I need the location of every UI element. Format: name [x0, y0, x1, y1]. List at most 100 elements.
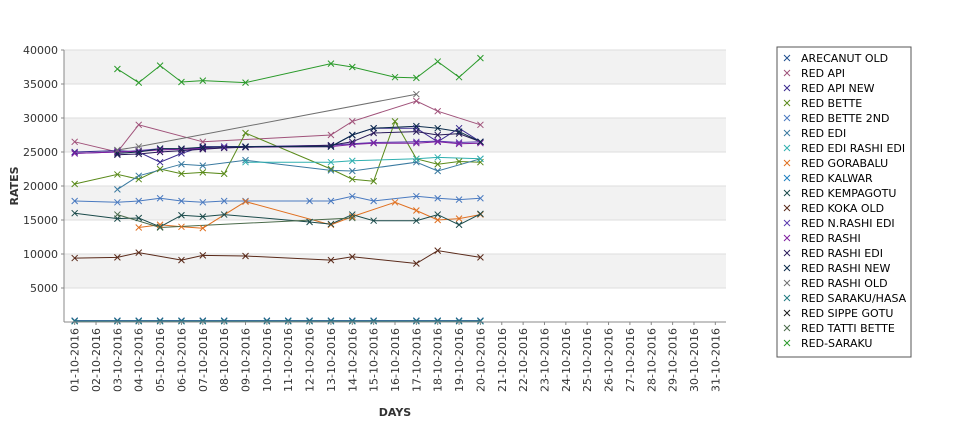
data-point	[327, 317, 335, 325]
data-point	[327, 165, 335, 173]
x-tick-label: 19-10-2016	[453, 328, 466, 392]
x-tick-label: 23-10-2016	[538, 328, 551, 392]
data-point	[306, 317, 313, 325]
data-point	[434, 211, 442, 218]
data-point	[199, 317, 207, 325]
x-tick-label: 24-10-2016	[560, 328, 573, 392]
x-tick-label: 08-10-2016	[218, 328, 231, 392]
legend-label: RED RASHI EDI	[801, 247, 883, 260]
data-point	[434, 138, 442, 146]
data-point	[455, 317, 463, 325]
legend-marker	[783, 279, 791, 287]
data-point	[477, 139, 484, 147]
legend-marker	[783, 219, 791, 227]
plot-band	[64, 118, 726, 152]
series-line	[74, 120, 481, 185]
data-point	[156, 158, 164, 166]
data-point	[156, 146, 164, 154]
data-point	[135, 79, 143, 86]
data-point	[71, 317, 79, 325]
data-point	[477, 194, 484, 202]
data-point	[348, 63, 356, 71]
data-point	[455, 215, 463, 222]
legend-marker	[783, 324, 791, 332]
x-tick-label: 09-10-2016	[240, 328, 253, 392]
legend-marker	[783, 84, 791, 92]
data-point	[434, 154, 442, 161]
legend-label: RED EDI RASHI EDI	[801, 142, 905, 155]
y-tick-label: 15000	[23, 214, 58, 227]
data-point	[413, 317, 420, 325]
x-tick-label: 22-10-2016	[517, 328, 530, 392]
data-point	[434, 131, 442, 139]
data-point	[199, 213, 207, 220]
x-tick-label: 14-10-2016	[346, 328, 359, 392]
legend: ARECANUT OLD RED API RED API NEW RED BETTE R…	[776, 46, 912, 358]
legend-marker	[783, 249, 791, 257]
data-point	[114, 254, 121, 261]
data-point	[391, 73, 399, 81]
data-point	[327, 197, 335, 205]
data-point	[306, 218, 313, 226]
legend-marker	[783, 189, 791, 197]
data-point	[434, 107, 442, 115]
data-point	[178, 223, 185, 231]
data-point	[455, 196, 463, 203]
data-point	[348, 213, 356, 220]
data-point	[71, 138, 79, 146]
data-point	[135, 317, 143, 325]
x-tick-label: 25-10-2016	[581, 328, 594, 392]
data-point	[71, 150, 79, 157]
data-point	[199, 169, 207, 176]
plot-band	[64, 50, 726, 84]
data-point	[434, 216, 442, 224]
data-point	[455, 139, 463, 146]
data-point	[135, 249, 143, 256]
legend-marker	[783, 234, 791, 242]
series-line	[74, 195, 481, 203]
legend-marker	[783, 204, 791, 212]
data-point	[114, 146, 121, 154]
data-point	[348, 167, 356, 175]
data-point	[348, 317, 356, 325]
data-point	[348, 138, 356, 146]
data-point	[135, 197, 143, 205]
x-tick-label: 28-10-2016	[645, 328, 658, 392]
legend-label: RED KOKA OLD	[801, 202, 884, 215]
data-point	[199, 224, 207, 232]
y-tick-label: 5000	[30, 282, 58, 295]
data-point	[71, 148, 79, 156]
data-point	[220, 144, 228, 152]
legend-label: RED API	[801, 67, 845, 80]
data-point	[434, 160, 442, 168]
data-point	[370, 197, 377, 205]
x-tick-labels: 01-10-2016 02-10-2016 03-10-2016 04-10-2016…	[69, 322, 722, 392]
x-tick-label: 01-10-2016	[69, 328, 82, 392]
data-point	[413, 90, 420, 98]
legend-label: RED RASHI	[801, 232, 861, 245]
legend-label: RED API NEW	[801, 82, 875, 95]
legend-marker	[783, 69, 791, 77]
data-point	[178, 145, 185, 152]
data-point	[413, 138, 420, 146]
series-line	[117, 158, 481, 190]
data-point	[327, 60, 335, 67]
legend-label: RED BETTE	[801, 97, 862, 110]
data-point	[370, 217, 377, 225]
data-point	[178, 147, 185, 154]
legend-label: RED GORABALU	[801, 157, 888, 170]
plot-band	[64, 254, 726, 288]
data-point	[477, 210, 484, 218]
data-point	[199, 143, 207, 151]
legend-label: ARECANUT OLD	[801, 52, 888, 65]
data-point	[477, 155, 484, 163]
data-point	[114, 211, 121, 218]
data-point	[242, 129, 249, 137]
data-point	[71, 254, 79, 262]
legend-label: RED SARAKU/HASA	[801, 292, 907, 305]
data-point	[327, 167, 335, 174]
gridlines	[64, 49, 726, 289]
data-point	[413, 192, 420, 200]
data-point	[434, 167, 442, 175]
